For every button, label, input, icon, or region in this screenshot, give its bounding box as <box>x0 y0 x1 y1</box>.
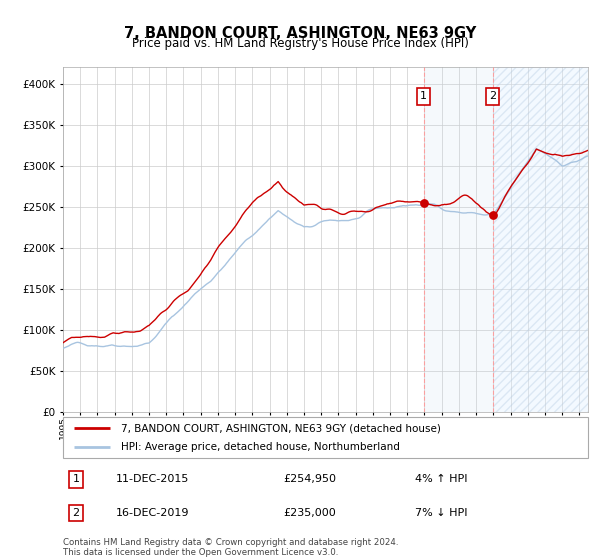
FancyBboxPatch shape <box>63 417 588 458</box>
Text: 1: 1 <box>420 91 427 101</box>
Text: HPI: Average price, detached house, Northumberland: HPI: Average price, detached house, Nort… <box>121 442 400 452</box>
Text: 2: 2 <box>73 508 80 518</box>
Text: 2: 2 <box>489 91 496 101</box>
Point <box>488 211 497 220</box>
Text: Price paid vs. HM Land Registry's House Price Index (HPI): Price paid vs. HM Land Registry's House … <box>131 37 469 50</box>
Text: 7, BANDON COURT, ASHINGTON, NE63 9GY (detached house): 7, BANDON COURT, ASHINGTON, NE63 9GY (de… <box>121 423 440 433</box>
Point <box>419 198 428 207</box>
Text: 1: 1 <box>73 474 80 484</box>
Text: £235,000: £235,000 <box>284 508 336 518</box>
Text: 11-DEC-2015: 11-DEC-2015 <box>115 474 189 484</box>
Text: 7, BANDON COURT, ASHINGTON, NE63 9GY: 7, BANDON COURT, ASHINGTON, NE63 9GY <box>124 26 476 41</box>
Text: 7% ↓ HPI: 7% ↓ HPI <box>415 508 467 518</box>
Text: 16-DEC-2019: 16-DEC-2019 <box>115 508 189 518</box>
Bar <box>493 67 596 412</box>
Bar <box>424 67 493 412</box>
Text: 4% ↑ HPI: 4% ↑ HPI <box>415 474 467 484</box>
Text: Contains HM Land Registry data © Crown copyright and database right 2024.
This d: Contains HM Land Registry data © Crown c… <box>63 538 398 557</box>
Text: £254,950: £254,950 <box>284 474 337 484</box>
